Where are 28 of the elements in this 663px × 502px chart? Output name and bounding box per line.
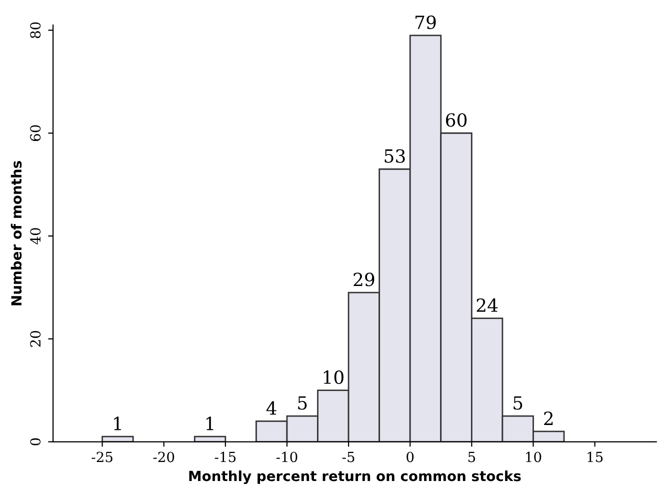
x-tick-label: 15: [588, 452, 603, 462]
data-label: 10: [324, 370, 344, 384]
x-tick-label: 0: [406, 452, 414, 462]
y-tick-label: 0: [30, 438, 41, 446]
y-tick-label: 80: [30, 22, 41, 38]
data-label: 4: [266, 401, 276, 415]
x-tick-label: -20: [153, 452, 174, 462]
x-axis-title: Monthly percent return on common stocks: [189, 470, 521, 484]
data-label: 5: [298, 396, 307, 410]
x-tick-label: -10: [276, 452, 298, 462]
data-label: 5: [514, 396, 522, 410]
x-tick-label: -5: [342, 452, 354, 462]
x-tick-label: -15: [214, 452, 236, 462]
data-label: 79: [416, 15, 436, 30]
data-label: 2: [544, 412, 553, 425]
data-label: 24: [476, 298, 498, 312]
x-tick-label: 10: [526, 452, 542, 462]
data-label: 29: [354, 272, 374, 286]
y-tick-label: 60: [30, 125, 41, 142]
data-label: 1: [114, 416, 121, 430]
data-label: 53: [384, 149, 405, 163]
y-tick-label: 20: [30, 330, 41, 347]
y-axis-title: Number of months: [10, 161, 22, 306]
data-label: 1: [206, 416, 214, 430]
x-tick-label: 5: [468, 452, 476, 462]
data-label: 60: [446, 113, 467, 127]
x-tick-label: -25: [92, 452, 112, 462]
y-tick-label: 40: [30, 228, 41, 244]
